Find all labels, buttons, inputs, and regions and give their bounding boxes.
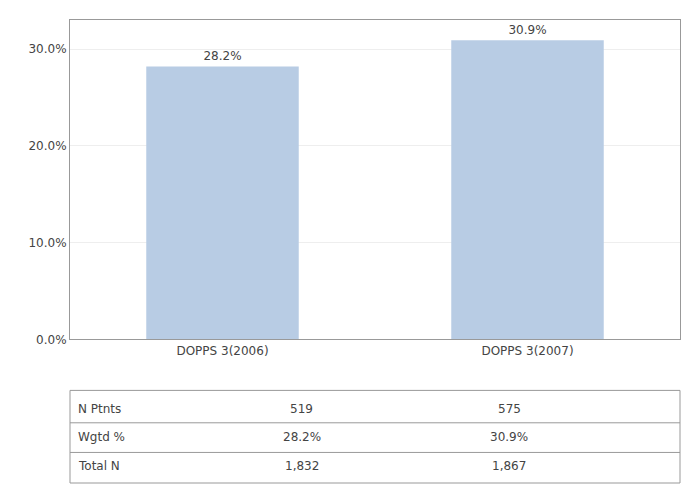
svg-text:DOPPS 3(2006): DOPPS 3(2006) <box>176 344 268 358</box>
svg-text:519: 519 <box>290 402 313 416</box>
svg-text:N Ptnts: N Ptnts <box>78 402 121 416</box>
svg-text:28.2%: 28.2% <box>203 49 241 63</box>
svg-text:Wgtd %: Wgtd % <box>78 430 125 444</box>
svg-text:20.0%: 20.0% <box>28 139 66 153</box>
svg-text:28.2%: 28.2% <box>283 430 321 444</box>
svg-text:10.0%: 10.0% <box>28 236 66 250</box>
svg-text:575: 575 <box>498 402 521 416</box>
svg-text:Total N: Total N <box>78 459 120 473</box>
svg-text:0.0%: 0.0% <box>36 333 67 347</box>
svg-text:1,867: 1,867 <box>492 459 526 473</box>
svg-text:30.9%: 30.9% <box>508 23 546 37</box>
svg-text:DOPPS 3(2007): DOPPS 3(2007) <box>481 344 573 358</box>
svg-text:1,832: 1,832 <box>285 459 319 473</box>
svg-text:30.9%: 30.9% <box>490 430 528 444</box>
svg-text:30.0%: 30.0% <box>28 42 66 56</box>
